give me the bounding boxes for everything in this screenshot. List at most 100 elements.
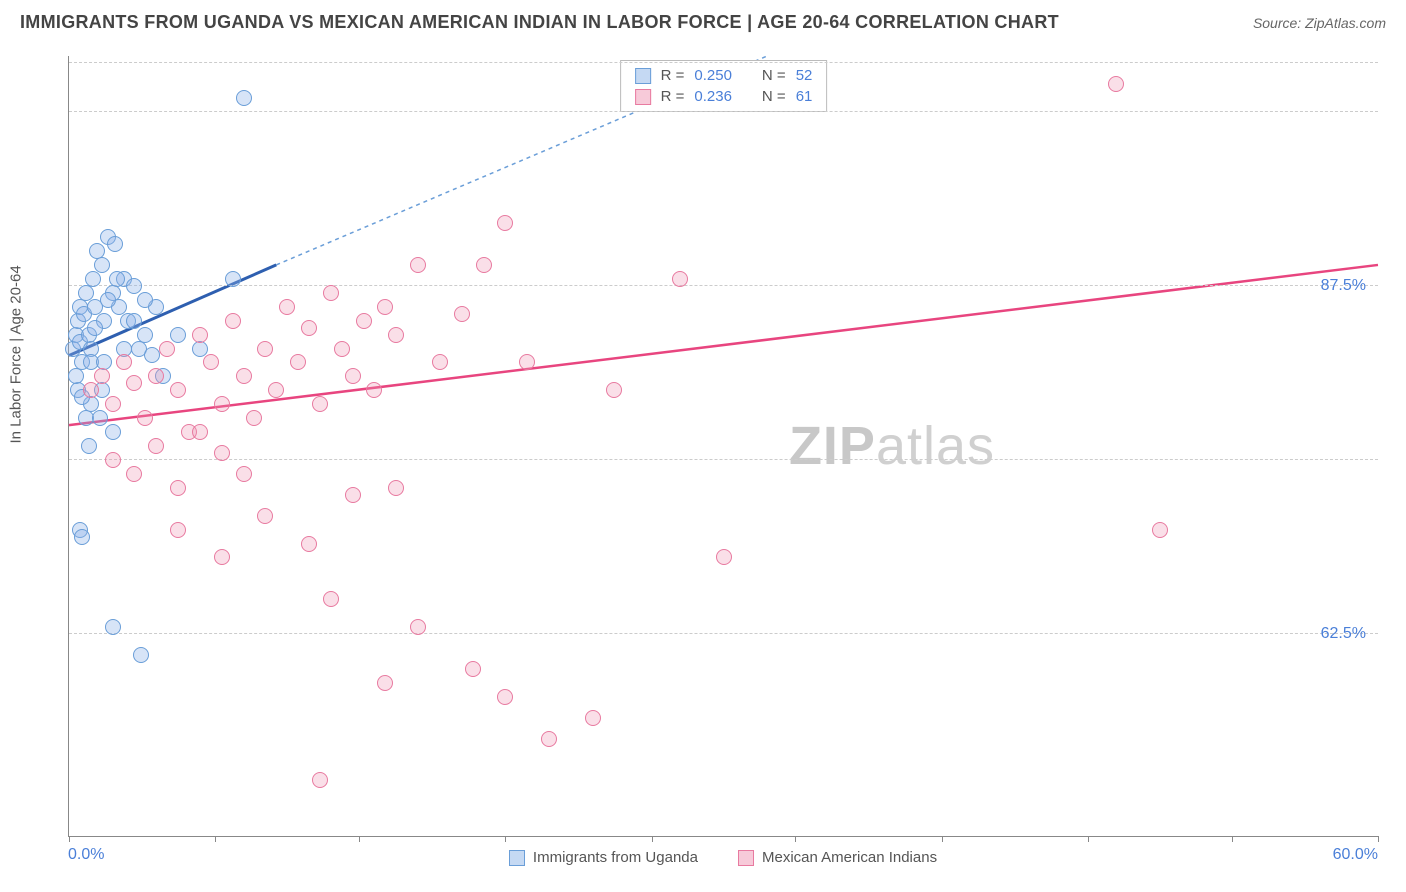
scatter-point — [1152, 522, 1168, 538]
scatter-point — [366, 382, 382, 398]
gridline — [69, 633, 1378, 634]
gridline — [69, 285, 1378, 286]
legend-item-b: Mexican American Indians — [738, 849, 937, 866]
scatter-point — [133, 647, 149, 663]
correlation-legend: R = 0.250 N = 52 R = 0.236 N = 61 — [620, 60, 828, 112]
gridline — [69, 459, 1378, 460]
scatter-point — [126, 466, 142, 482]
scatter-point — [345, 487, 361, 503]
x-tick — [1232, 836, 1233, 842]
y-tick-label: 62.5% — [1321, 625, 1366, 643]
n-label: N = — [762, 88, 786, 105]
scatter-point — [257, 508, 273, 524]
scatter-point — [159, 341, 175, 357]
x-tick — [652, 836, 653, 842]
scatter-point — [432, 354, 448, 370]
scatter-point — [148, 438, 164, 454]
chart-header: IMMIGRANTS FROM UGANDA VS MEXICAN AMERIC… — [0, 0, 1406, 41]
scatter-point — [672, 271, 688, 287]
n-label: N = — [762, 67, 786, 84]
scatter-point — [144, 347, 160, 363]
scatter-point — [83, 382, 99, 398]
r-label: R = — [661, 67, 685, 84]
plot-area: ZIPatlas R = 0.250 N = 52 R = 0.236 N = … — [68, 56, 1378, 837]
scatter-point — [301, 320, 317, 336]
scatter-point — [116, 354, 132, 370]
scatter-point — [85, 271, 101, 287]
scatter-point — [236, 368, 252, 384]
chart-title: IMMIGRANTS FROM UGANDA VS MEXICAN AMERIC… — [20, 12, 1059, 33]
scatter-point — [246, 410, 262, 426]
scatter-point — [100, 292, 116, 308]
scatter-point — [105, 396, 121, 412]
scatter-point — [388, 480, 404, 496]
scatter-point — [356, 313, 372, 329]
x-tick — [795, 836, 796, 842]
swatch-a-icon — [509, 850, 525, 866]
watermark: ZIPatlas — [789, 415, 995, 477]
source-attribution: Source: ZipAtlas.com — [1253, 15, 1386, 31]
scatter-point — [497, 215, 513, 231]
scatter-point — [68, 368, 84, 384]
scatter-point — [87, 320, 103, 336]
x-tick — [69, 836, 70, 842]
scatter-point — [94, 368, 110, 384]
scatter-point — [388, 327, 404, 343]
scatter-point — [377, 299, 393, 315]
scatter-point — [107, 236, 123, 252]
scatter-point — [126, 375, 142, 391]
legend-row-b: R = 0.236 N = 61 — [621, 86, 827, 107]
scatter-point — [214, 445, 230, 461]
scatter-point — [606, 382, 622, 398]
scatter-point — [126, 313, 142, 329]
scatter-point — [74, 529, 90, 545]
scatter-point — [334, 341, 350, 357]
legend-item-a: Immigrants from Uganda — [509, 849, 698, 866]
scatter-point — [170, 382, 186, 398]
scatter-point — [137, 410, 153, 426]
scatter-point — [410, 619, 426, 635]
n-value-b: 61 — [796, 88, 813, 105]
x-tick — [359, 836, 360, 842]
scatter-point — [137, 327, 153, 343]
scatter-point — [323, 285, 339, 301]
scatter-point — [109, 271, 125, 287]
scatter-point — [541, 731, 557, 747]
scatter-point — [290, 354, 306, 370]
scatter-point — [203, 354, 219, 370]
scatter-point — [105, 452, 121, 468]
series-a-name: Immigrants from Uganda — [533, 849, 698, 866]
scatter-point — [170, 522, 186, 538]
scatter-point — [105, 619, 121, 635]
scatter-point — [377, 675, 393, 691]
x-tick — [505, 836, 506, 842]
x-tick — [942, 836, 943, 842]
scatter-point — [214, 549, 230, 565]
scatter-point — [126, 278, 142, 294]
scatter-point — [236, 90, 252, 106]
scatter-point — [312, 396, 328, 412]
scatter-point — [105, 424, 121, 440]
series-legend: Immigrants from Uganda Mexican American … — [68, 849, 1378, 866]
scatter-point — [92, 410, 108, 426]
y-axis-label: In Labor Force | Age 20-64 — [8, 265, 25, 443]
scatter-point — [301, 536, 317, 552]
legend-row-a: R = 0.250 N = 52 — [621, 65, 827, 86]
r-label: R = — [661, 88, 685, 105]
trend-lines — [69, 56, 1378, 836]
scatter-point — [137, 292, 153, 308]
r-value-a: 0.250 — [694, 67, 732, 84]
scatter-point — [192, 327, 208, 343]
scatter-point — [585, 710, 601, 726]
x-tick — [1088, 836, 1089, 842]
x-tick — [1378, 836, 1379, 842]
scatter-point — [454, 306, 470, 322]
scatter-point — [410, 257, 426, 273]
scatter-point — [465, 661, 481, 677]
scatter-point — [323, 591, 339, 607]
swatch-a-icon — [635, 68, 651, 84]
scatter-point — [148, 368, 164, 384]
scatter-point — [519, 354, 535, 370]
scatter-point — [1108, 76, 1124, 92]
scatter-point — [192, 341, 208, 357]
